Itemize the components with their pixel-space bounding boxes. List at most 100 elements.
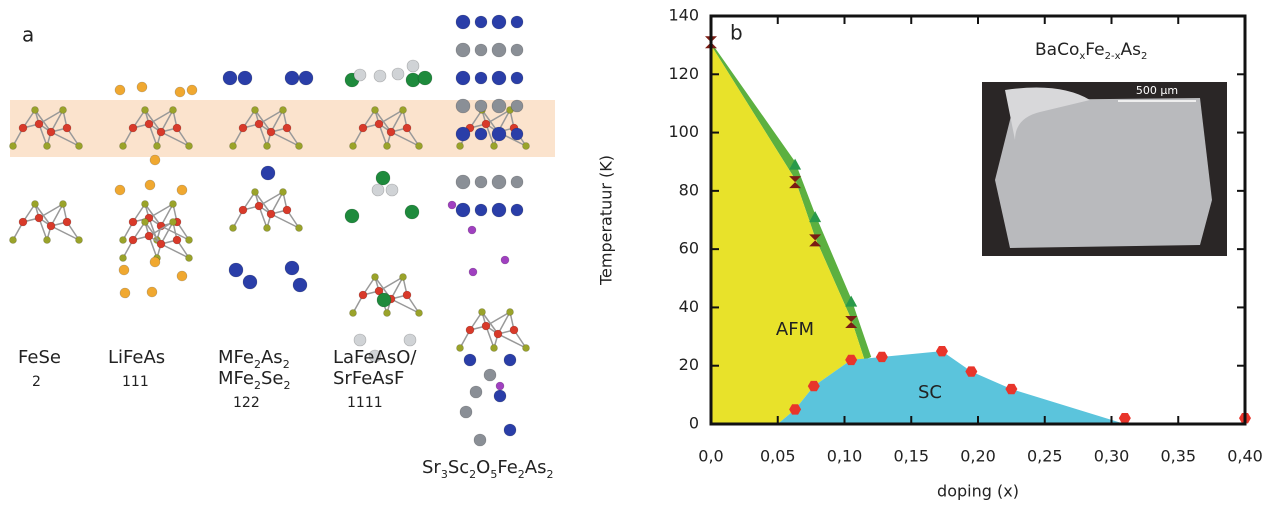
- atom: [507, 309, 514, 316]
- compound-name: LiFeAs: [108, 347, 165, 368]
- atom: [457, 143, 464, 150]
- atom: [492, 71, 506, 85]
- atom: [60, 107, 67, 114]
- subscript: 2-x: [1105, 51, 1121, 62]
- atom: [448, 201, 456, 209]
- subscript: 5: [490, 468, 497, 481]
- y-tick-label: 0: [689, 414, 699, 433]
- atom: [177, 185, 187, 195]
- text-part: LiFeAs: [108, 347, 165, 368]
- atom: [129, 124, 137, 132]
- atom: [177, 271, 187, 281]
- atom: [492, 99, 506, 113]
- atom: [482, 120, 490, 128]
- atom: [147, 287, 157, 297]
- atom: [187, 85, 197, 95]
- atom: [47, 128, 55, 136]
- compound-name: MFe2Se2: [218, 368, 290, 392]
- atom: [299, 71, 313, 85]
- atom: [63, 218, 71, 226]
- x-tick-label: 0,15: [893, 447, 929, 466]
- atom: [10, 143, 17, 150]
- atom: [511, 44, 523, 56]
- atom: [359, 124, 367, 132]
- subscript: 2: [283, 379, 290, 392]
- atom: [345, 209, 359, 223]
- atom: [475, 72, 487, 84]
- y-tick-label: 40: [679, 297, 699, 316]
- atom: [170, 107, 177, 114]
- text-part: O: [476, 457, 490, 478]
- atom: [280, 107, 287, 114]
- atom: [293, 278, 307, 292]
- subscript: 2: [254, 379, 261, 392]
- atom: [239, 206, 247, 214]
- atom: [267, 210, 275, 218]
- atom: [510, 326, 518, 334]
- y-tick-label: 20: [679, 355, 699, 374]
- atom: [142, 201, 149, 208]
- x-tick-label: 0,40: [1227, 447, 1263, 466]
- atom: [10, 237, 17, 244]
- atom: [264, 225, 271, 232]
- text-part: FeSe: [18, 347, 61, 368]
- atom: [283, 124, 291, 132]
- atom: [416, 143, 423, 150]
- atom: [456, 203, 470, 217]
- atom: [511, 128, 523, 140]
- atom: [296, 143, 303, 150]
- atom: [170, 201, 177, 208]
- atom: [150, 155, 160, 165]
- atom: [466, 326, 474, 334]
- atom: [120, 143, 127, 150]
- atom: [494, 330, 502, 338]
- atom: [145, 232, 153, 240]
- atom: [32, 201, 39, 208]
- atom: [120, 288, 130, 298]
- atom: [511, 100, 523, 112]
- atom: [460, 406, 472, 418]
- panel-label: b: [730, 21, 743, 45]
- subscript: 3: [441, 468, 448, 481]
- atom: [386, 184, 398, 196]
- atom: [354, 334, 366, 346]
- atom: [261, 166, 275, 180]
- atom: [375, 120, 383, 128]
- compound-code: 111: [122, 374, 149, 390]
- atom: [474, 434, 486, 446]
- text-part: BaCo: [1035, 40, 1079, 60]
- atom: [142, 107, 149, 114]
- atom: [264, 143, 271, 150]
- atom: [115, 85, 125, 95]
- atom: [492, 203, 506, 217]
- atom: [280, 189, 287, 196]
- text-part: LaFeAsO/: [333, 347, 417, 368]
- text-part: As: [261, 347, 283, 368]
- atom: [186, 143, 193, 150]
- atom: [255, 202, 263, 210]
- x-tick-label: 0,35: [1160, 447, 1196, 466]
- atom: [387, 128, 395, 136]
- compound-name: LaFeAsO/: [333, 347, 417, 368]
- atom: [511, 72, 523, 84]
- atom: [511, 204, 523, 216]
- subscript: 2: [518, 468, 525, 481]
- atom: [376, 171, 390, 185]
- atom: [372, 184, 384, 196]
- y-tick-label: 100: [668, 122, 699, 141]
- atom: [32, 107, 39, 114]
- atom: [19, 218, 27, 226]
- atom: [60, 201, 67, 208]
- atom: [76, 237, 83, 244]
- atom: [35, 214, 43, 222]
- text-part: Sr: [422, 457, 441, 478]
- x-tick-label: 0,20: [960, 447, 996, 466]
- compound-name: MFe2As2: [218, 347, 290, 371]
- atom: [475, 100, 487, 112]
- atom: [47, 222, 55, 230]
- atom: [129, 218, 137, 226]
- atom: [137, 82, 147, 92]
- atom: [492, 127, 506, 141]
- atom: [76, 143, 83, 150]
- text-part: As: [1120, 40, 1141, 60]
